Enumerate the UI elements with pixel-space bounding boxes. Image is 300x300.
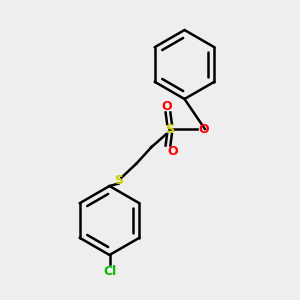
Text: O: O: [161, 100, 172, 113]
Text: S: S: [114, 174, 123, 187]
Text: S: S: [165, 122, 174, 136]
Text: Cl: Cl: [103, 265, 116, 278]
Text: O: O: [198, 122, 208, 136]
Text: O: O: [167, 145, 178, 158]
